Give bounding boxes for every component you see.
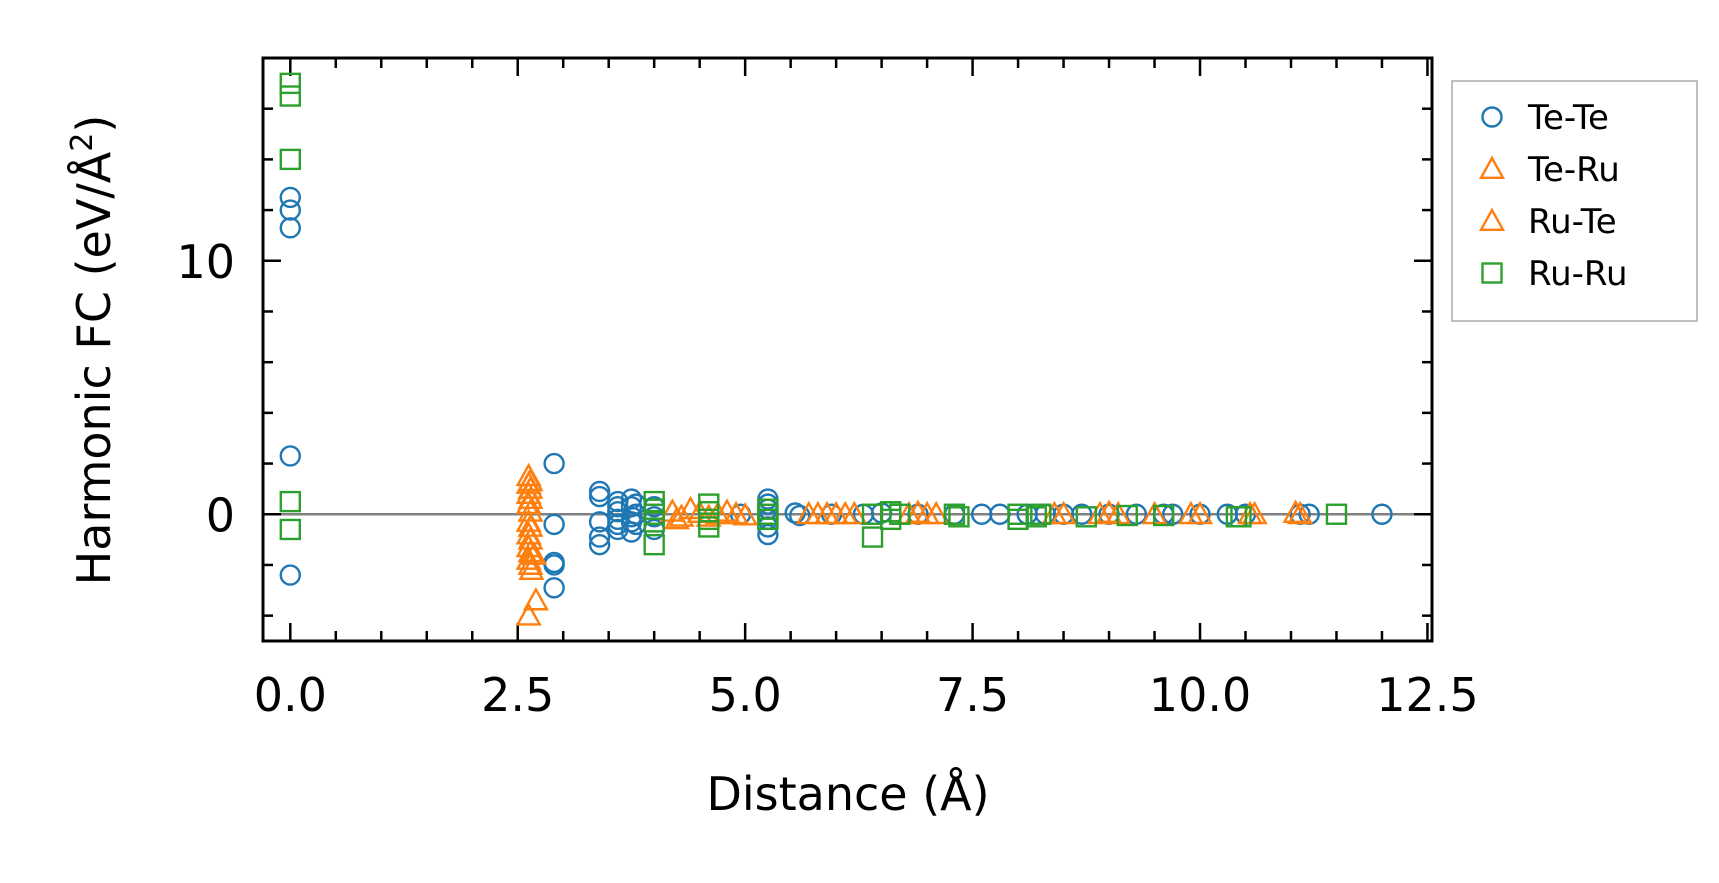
y-axis-title-main: Harmonic FC (eV/Å (67, 151, 121, 585)
y-tick-label: 0 (206, 488, 235, 542)
data-point-ru-ru (698, 516, 720, 538)
data-point-ru-te (677, 495, 704, 520)
plot-frame (261, 56, 1434, 643)
data-point-te-te (543, 452, 565, 475)
data-point-ru-te (1096, 499, 1123, 523)
data-point-ru-ru (279, 148, 301, 171)
data-point-te-te (1071, 503, 1093, 525)
data-point-ru-ru (279, 72, 301, 95)
data-point-te-ru (515, 602, 542, 626)
data-point-te-te (588, 533, 611, 556)
data-point-te-te (279, 186, 301, 209)
legend-marker-te-ru (1478, 155, 1506, 180)
legend-label-ru-ru: Ru-Ru (1528, 254, 1628, 294)
data-point-ru-te (813, 500, 841, 525)
data-point-te-te (789, 504, 811, 527)
data-point-ru-ru (643, 533, 665, 556)
legend-marker-ru-ru (1481, 262, 1503, 284)
x-axis-title: Distance (Å) (706, 767, 989, 821)
legend-label-te-te: Te-Te (1527, 98, 1609, 138)
x-tick-label: 12.5 (1376, 668, 1478, 722)
data-point-te-ru (668, 503, 695, 527)
y-axis-title-superscript: 2 (65, 133, 100, 152)
data-point-ru-ru (948, 506, 970, 528)
data-point-te-te (279, 445, 301, 467)
data-point-te-ru (1086, 500, 1113, 525)
data-point-ru-ru (1025, 506, 1047, 528)
data-point-ru-ru (1152, 504, 1175, 527)
data-point-te-te (588, 526, 611, 548)
data-point-ru-ru (279, 518, 301, 541)
data-point-ru-ru (279, 85, 301, 107)
data-point-ru-te (517, 538, 544, 563)
x-tick-label: 0.0 (254, 668, 327, 722)
data-point-ru-te (795, 500, 822, 525)
data-point-te-te (279, 564, 301, 586)
legend-label-ru-te: Ru-Te (1528, 202, 1617, 242)
data-point-ru-te (732, 502, 759, 526)
data-point-te-te (1371, 503, 1393, 525)
data-point-ru-ru (861, 526, 884, 548)
data-point-ru-ru (1116, 504, 1138, 527)
legend-marker-te-te (1481, 106, 1503, 128)
legend: Te-Te Te-Ru Ru-Te Ru-Ru (1451, 80, 1698, 322)
y-axis-title: Harmonic FC (eV/Å2) (65, 115, 121, 586)
series-ru-ru (279, 72, 1348, 556)
data-point-te-ru (522, 586, 549, 611)
data-point-ru-te (1186, 500, 1214, 525)
data-point-ru-ru (757, 508, 779, 531)
x-tick-label: 7.5 (936, 668, 1009, 722)
data-points (279, 72, 1393, 626)
legend-marker-ru-te (1478, 207, 1506, 232)
data-point-ru-te (1287, 500, 1314, 525)
axis-tick-labels: 0.0 2.5 5.0 7.5 10.0 12.5 0 10 (176, 235, 1478, 722)
data-point-ru-ru (279, 490, 301, 513)
y-tick-label: 10 (176, 235, 235, 289)
data-point-ru-ru (889, 503, 911, 525)
data-point-te-te (543, 513, 565, 536)
data-point-ru-te (695, 503, 722, 527)
data-point-ru-te (841, 500, 868, 525)
x-tick-label: 5.0 (709, 668, 782, 722)
y-axis-title-close: ) (67, 115, 121, 133)
data-point-te-te (543, 554, 565, 576)
data-point-ru-te (713, 498, 741, 522)
data-point-ru-te (517, 485, 544, 510)
data-point-ru-te (1050, 500, 1077, 525)
data-point-te-te (588, 480, 611, 503)
legend-label-te-ru: Te-Ru (1527, 150, 1620, 190)
data-point-ru-te (517, 475, 544, 499)
legend-box (1451, 80, 1698, 322)
data-point-te-te (279, 199, 301, 221)
data-point-ru-ru (643, 511, 665, 533)
data-point-te-te (279, 217, 301, 239)
data-point-te-ru (518, 556, 545, 581)
data-point-te-te (757, 523, 779, 546)
data-point-ru-ru (1230, 506, 1252, 528)
data-point-te-te (620, 488, 643, 510)
axis-ticks (263, 56, 1432, 641)
data-point-ru-te (521, 541, 548, 565)
data-point-ru-ru (1030, 503, 1052, 525)
x-tick-label: 2.5 (481, 668, 554, 722)
data-point-ru-te (517, 513, 544, 537)
data-point-ru-ru (1325, 503, 1348, 525)
data-point-te-te (543, 577, 565, 599)
data-point-ru-ru (1075, 506, 1098, 528)
data-point-te-ru (1282, 499, 1309, 523)
x-tick-label: 10.0 (1149, 668, 1251, 722)
data-point-ru-te (914, 500, 941, 525)
data-point-ru-te (517, 498, 544, 522)
data-point-ru-ru (943, 503, 966, 525)
